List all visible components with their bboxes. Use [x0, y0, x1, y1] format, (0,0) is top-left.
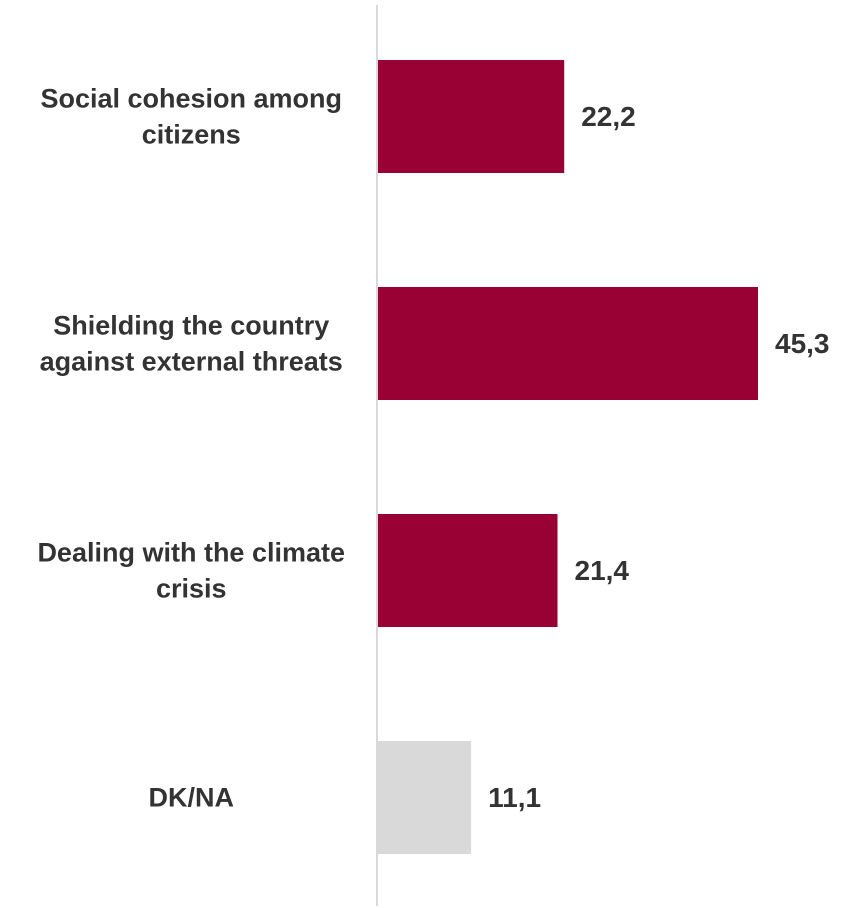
- category-label: crisis: [156, 574, 227, 604]
- category-label: DK/NA: [148, 783, 234, 813]
- value-label: 22,2: [581, 101, 636, 132]
- bars: [378, 60, 758, 854]
- value-label: 45,3: [775, 328, 830, 359]
- category-label: against external threats: [40, 347, 343, 377]
- category-label: Dealing with the climate: [37, 538, 345, 568]
- value-labels: 22,2 45,3 21,4 11,1: [488, 101, 829, 813]
- category-label: Social cohesion among: [40, 84, 342, 114]
- category-label: Shielding the country: [53, 311, 329, 341]
- category-labels: Social cohesion among citizens Shielding t…: [37, 84, 345, 813]
- category-label: citizens: [142, 120, 241, 150]
- value-label: 11,1: [488, 782, 541, 813]
- bar: [378, 287, 758, 400]
- value-label: 21,4: [575, 555, 630, 586]
- bar: [378, 60, 565, 173]
- bar: [378, 741, 472, 854]
- bar: [378, 514, 558, 627]
